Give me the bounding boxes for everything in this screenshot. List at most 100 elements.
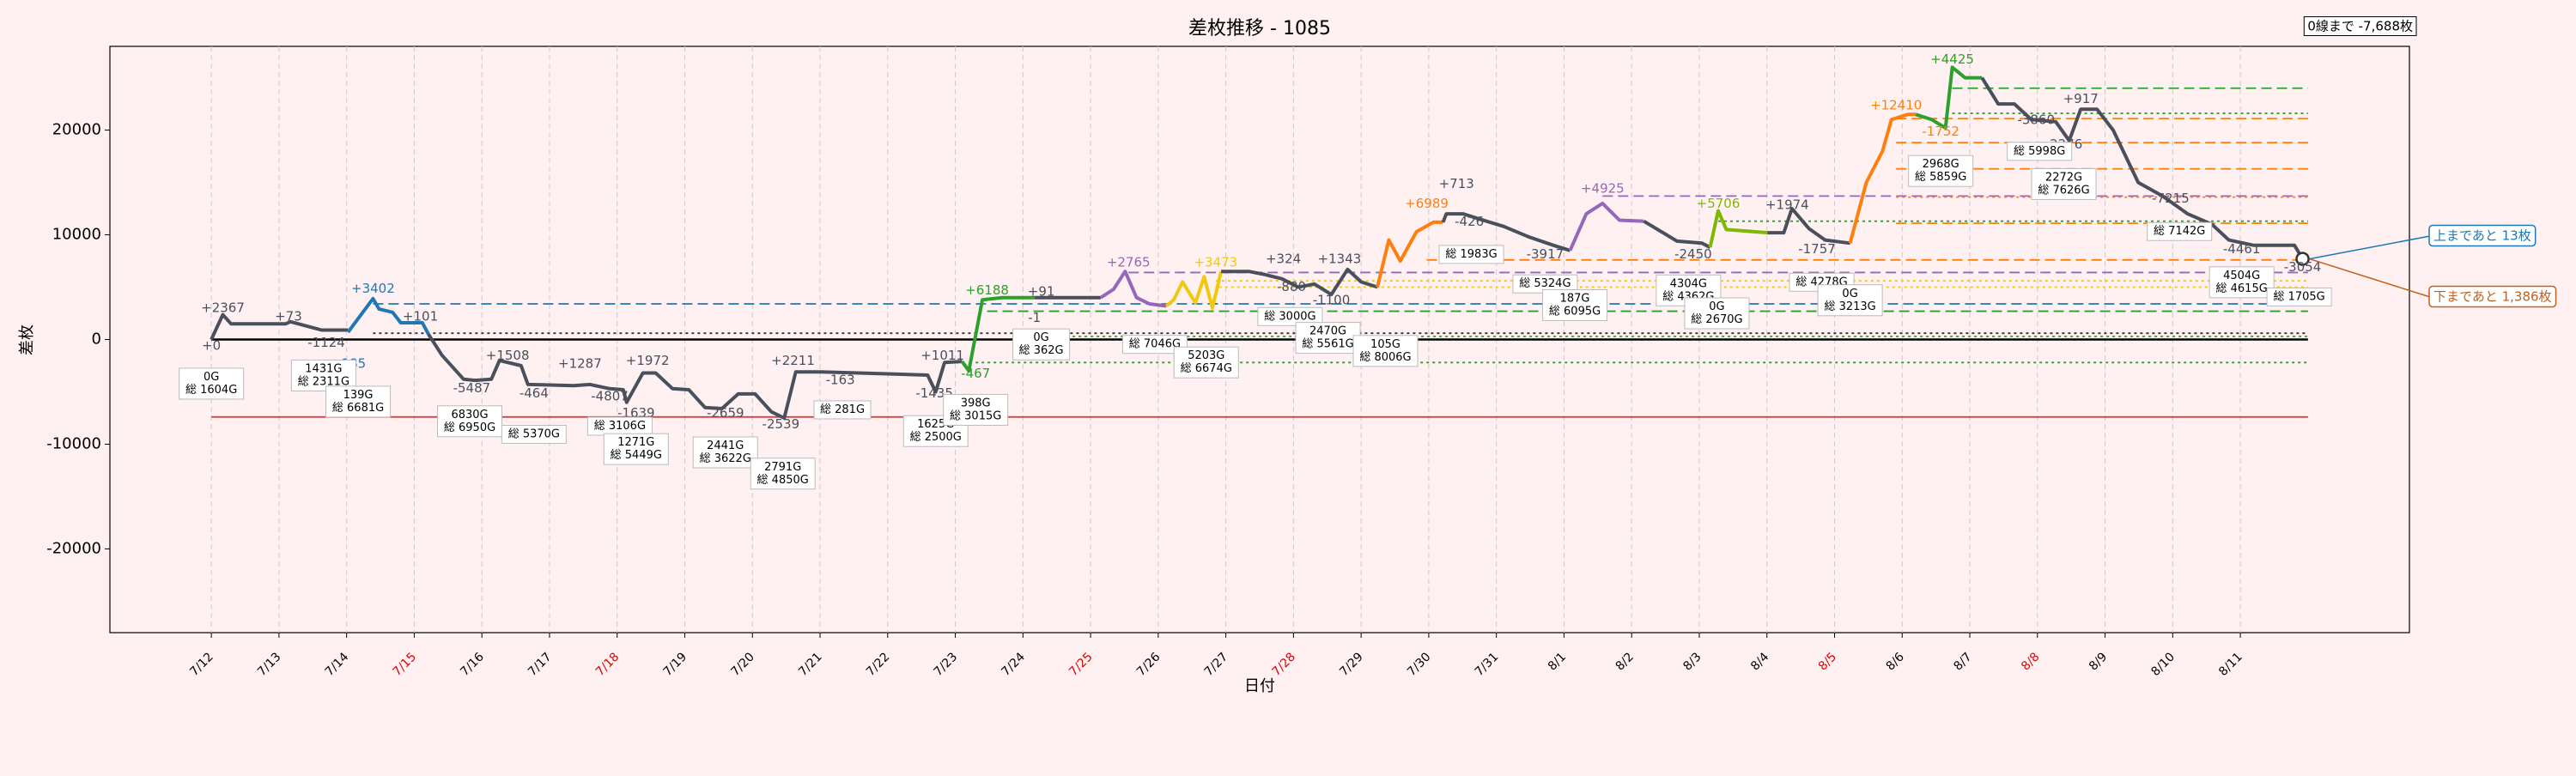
info-box-frame	[2031, 167, 2097, 200]
info-box-text: 総 6095G	[1549, 305, 1601, 318]
info-box-text: 1431G	[305, 362, 342, 375]
info-box-frame	[1121, 335, 1188, 355]
info-box-text: 総 6681G	[332, 402, 384, 415]
data-line	[346, 296, 430, 336]
end-marker	[2295, 252, 2310, 266]
info-box-text: 総 1705G	[2273, 290, 2324, 303]
info-box-text: 総 6950G	[444, 421, 495, 434]
zero-note: 0線まで -7,688枚	[2307, 19, 2413, 34]
y-tick-label: 20000	[52, 121, 101, 139]
point-annotation: -5487	[453, 380, 491, 396]
info-box-frame	[1352, 335, 1419, 367]
info-box: 総 3000G	[1257, 306, 1323, 326]
info-box-text: 0G	[204, 371, 219, 384]
point-annotation: -1	[1028, 310, 1041, 325]
data-line	[1767, 207, 1850, 246]
info-box-frame	[603, 433, 669, 465]
info-box: 0G総 2670G	[1684, 297, 1750, 330]
info-box-text: 105G	[1370, 338, 1400, 351]
y-tick-label: -20000	[46, 539, 101, 557]
side-note-frame	[2428, 285, 2557, 308]
info-box-text: 総 7142G	[2154, 225, 2205, 238]
chart-title: 差枚推移 - 1085	[1188, 18, 1331, 39]
side-note: 下まであと 1,386枚	[2433, 289, 2552, 305]
info-box-text: 総 7626G	[2038, 184, 2089, 197]
point-annotation: +1287	[558, 356, 602, 372]
x-tick-label: 8/4	[1748, 650, 1771, 673]
info-box-frame	[750, 458, 816, 490]
y-tick-label: -10000	[46, 434, 101, 452]
x-tick-label: 8/8	[2019, 650, 2042, 673]
info-box-text: 総 4850G	[757, 474, 809, 487]
y-tick-label: 10000	[52, 226, 101, 244]
x-tick-label: 7/13	[255, 650, 284, 679]
info-box-text: 2791G	[764, 461, 801, 474]
info-box: 総 7046G	[1121, 335, 1188, 355]
data-line	[1643, 219, 1711, 249]
point-annotation: -3860	[2017, 112, 2055, 128]
data-line	[1165, 270, 1224, 310]
info-box-frame	[1684, 297, 1750, 330]
info-box-frame	[2208, 266, 2275, 299]
point-annotation: +917	[2063, 91, 2099, 106]
x-tick-label: 8/2	[1613, 650, 1637, 673]
info-box-frame	[1542, 288, 1608, 321]
info-box-text: 総 3622G	[700, 452, 751, 465]
x-tick-label: 8/6	[1884, 650, 1907, 673]
data-line	[210, 312, 349, 341]
info-box-text: 総 5449G	[611, 449, 662, 462]
info-box-text: 総 2311G	[298, 375, 349, 388]
x-tick-label: 8/10	[2148, 650, 2178, 679]
x-tick-label: 7/26	[1134, 650, 1163, 679]
data-line	[1221, 267, 1378, 297]
info-box-text: 総 3000G	[1264, 310, 1315, 323]
point-annotation: -163	[826, 373, 855, 388]
info-box-text: 398G	[961, 397, 991, 409]
info-box-text: 総 3015G	[950, 409, 1001, 422]
x-tick-label: 7/28	[1269, 650, 1298, 679]
info-box-text: 総 281G	[820, 403, 865, 416]
info-box: 総 1983G	[1438, 245, 1504, 264]
side-note-connector	[2309, 235, 2431, 260]
info-box-frame	[692, 436, 758, 469]
point-annotation: +101	[403, 308, 438, 324]
x-tick-label: 8/7	[1951, 650, 1974, 673]
data-line	[1568, 201, 1644, 252]
info-box-text: 総 5561G	[1302, 338, 1353, 351]
point-annotation: +4425	[1930, 52, 1974, 67]
info-box: 総 1705G	[2266, 287, 2332, 306]
x-tick-label: 7/14	[323, 650, 352, 679]
point-annotation: +91	[1028, 284, 1055, 300]
point-annotation: -1100	[1313, 292, 1351, 307]
info-box-frame	[902, 415, 969, 447]
info-box-text: 総 2670G	[1691, 313, 1742, 326]
x-tick-label: 7/18	[593, 650, 623, 679]
x-tick-label: 8/11	[2216, 650, 2245, 679]
x-tick-label: 7/16	[458, 650, 487, 679]
data-line	[1708, 209, 1768, 248]
info-box-text: 総 8006G	[1359, 351, 1411, 364]
x-tick-label: 7/21	[796, 650, 825, 679]
info-box: 総 281G	[813, 400, 872, 420]
info-box-text: 総 362G	[1019, 344, 1064, 357]
info-box-text: 総 2500G	[910, 431, 962, 444]
point-annotation: -2450	[1674, 246, 1712, 262]
point-annotation: +1508	[486, 348, 530, 363]
x-tick-label: 8/5	[1816, 650, 1839, 673]
info-box-frame	[813, 400, 872, 420]
info-box-text: 総 1983G	[1445, 248, 1497, 261]
info-box-text: 総 1604G	[185, 384, 237, 397]
info-box: 0G総 362G	[1012, 328, 1071, 361]
x-tick-label: 7/31	[1473, 650, 1502, 679]
info-box-text: 187G	[1560, 292, 1590, 305]
info-box: 総 5998G	[2007, 142, 2073, 161]
info-box-frame	[1817, 284, 1883, 317]
point-annotation: +3402	[351, 281, 395, 296]
x-tick-label: 7/20	[728, 650, 757, 679]
point-annotation: -1124	[307, 335, 345, 350]
point-annotation: +1011	[920, 348, 964, 363]
